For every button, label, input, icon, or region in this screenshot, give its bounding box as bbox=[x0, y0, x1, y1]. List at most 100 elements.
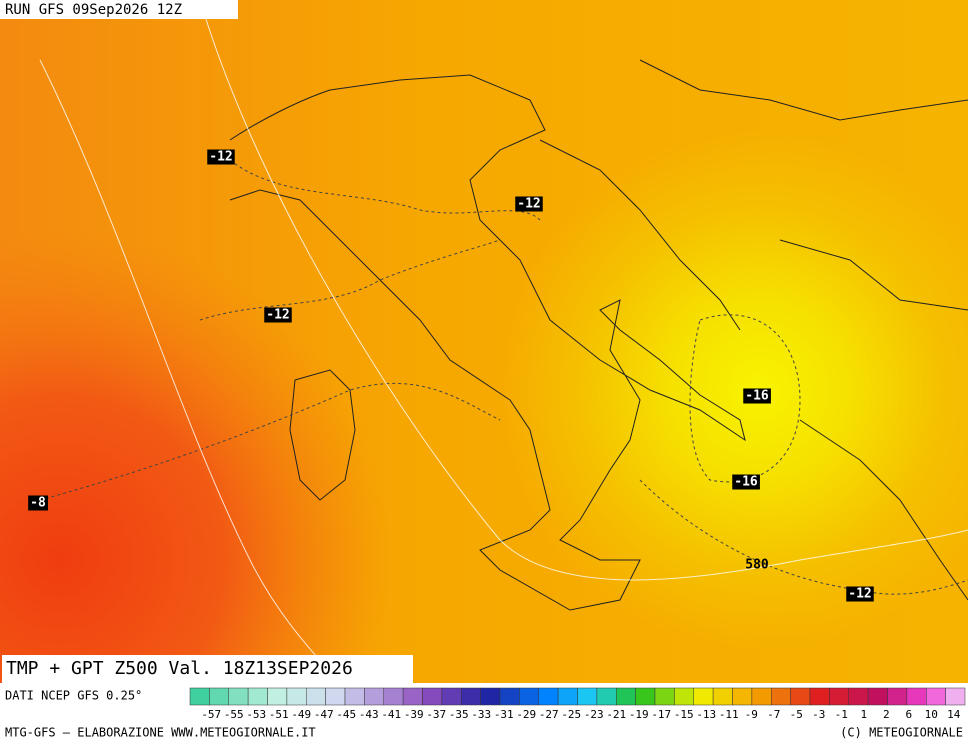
colorbar-label: 6 bbox=[905, 708, 912, 721]
colorbar-swatch bbox=[461, 687, 481, 706]
coastlines bbox=[229, 59, 968, 611]
colorbar-swatch bbox=[538, 687, 559, 706]
colorbar-label: 14 bbox=[947, 708, 961, 721]
colorbar-label: -35 bbox=[449, 708, 469, 721]
colorbar-label: -5 bbox=[790, 708, 803, 721]
colorbar-swatch bbox=[402, 687, 423, 706]
colorbar-swatch bbox=[383, 687, 404, 706]
contour-label: -16 bbox=[745, 389, 769, 404]
credit-right: (C) METEOGIORNALE bbox=[840, 726, 963, 740]
cold-region bbox=[0, 0, 968, 683]
colorbar-label: -41 bbox=[381, 708, 401, 721]
isotherms bbox=[39, 159, 968, 595]
colorbar-swatch bbox=[228, 687, 249, 706]
colorbar-label: -11 bbox=[719, 708, 739, 721]
source-label: DATI NCEP GFS 0.25° bbox=[5, 689, 142, 703]
contour-label-box bbox=[732, 474, 760, 490]
colorbar-swatch bbox=[887, 687, 908, 706]
colorbar-swatch bbox=[247, 687, 268, 706]
colorbar-label: -47 bbox=[314, 708, 334, 721]
colorbar-label: -37 bbox=[426, 708, 446, 721]
colorbar-swatch bbox=[790, 687, 811, 706]
colorbar-label: -33 bbox=[471, 708, 491, 721]
colorbar-swatch bbox=[499, 687, 520, 706]
colorbar-label: -39 bbox=[404, 708, 424, 721]
colorbar-label: -1 bbox=[835, 708, 848, 721]
colorbar-swatch bbox=[557, 687, 578, 706]
run-box bbox=[0, 0, 238, 19]
colorbar-swatch bbox=[674, 687, 694, 706]
colorbar-swatch bbox=[926, 687, 946, 706]
colorbar-label: -15 bbox=[674, 708, 694, 721]
colorbar-label: 1 bbox=[860, 708, 867, 721]
colorbar-swatch bbox=[209, 687, 229, 706]
colorbar-label: -21 bbox=[606, 708, 626, 721]
colorbar-swatch bbox=[480, 687, 501, 706]
colorbar-swatch bbox=[809, 687, 830, 706]
colorbar-label: -53 bbox=[246, 708, 266, 721]
colorbar-swatch bbox=[596, 687, 617, 706]
colorbar-label: -23 bbox=[584, 708, 604, 721]
colorbar-swatch bbox=[422, 687, 443, 706]
contour-label-box bbox=[846, 586, 874, 602]
colorbar-swatch bbox=[654, 687, 675, 706]
colorbar-swatch bbox=[848, 687, 869, 706]
colorbar-swatch bbox=[441, 687, 462, 706]
colorbar-swatch bbox=[577, 687, 598, 706]
colorbar-swatch bbox=[751, 687, 772, 706]
colorbar-label: -49 bbox=[291, 708, 311, 721]
colorbar-label: 10 bbox=[925, 708, 938, 721]
colorbar-label: -13 bbox=[696, 708, 716, 721]
contour-label-box bbox=[743, 388, 771, 404]
colorbar-swatch bbox=[829, 687, 849, 706]
colorbar-swatch bbox=[771, 687, 791, 706]
colorbar-swatch bbox=[519, 687, 539, 706]
colorbar-label: -3 bbox=[812, 708, 825, 721]
contour-label-box bbox=[515, 196, 543, 212]
contour-label-box bbox=[264, 307, 292, 323]
colorbar: -57 -55 -53 -51 -49 -47 -45 -43 -41 -39 -37 -35 -33-… bbox=[189, 687, 966, 721]
colorbar-label: -19 bbox=[629, 708, 649, 721]
colorbar-swatch bbox=[616, 687, 636, 706]
contour-label: 580 bbox=[745, 558, 769, 573]
colorbar-swatch bbox=[267, 687, 288, 706]
colorbar-label: -29 bbox=[516, 708, 536, 721]
colorbar-swatch bbox=[693, 687, 714, 706]
contour-label-box bbox=[207, 149, 235, 165]
colorbar-label: -55 bbox=[224, 708, 244, 721]
colorbar-swatch bbox=[364, 687, 384, 706]
colorbar-label: -57 bbox=[201, 708, 221, 721]
colorbar-label: -43 bbox=[359, 708, 379, 721]
colorbar-swatch bbox=[325, 687, 346, 706]
contour-label: -12 bbox=[848, 587, 871, 602]
colorbar-label: -45 bbox=[336, 708, 356, 721]
colorbar-swatch bbox=[945, 687, 966, 706]
colorbar-swatch bbox=[867, 687, 888, 706]
colorbar-label: 2 bbox=[883, 708, 890, 721]
contour-label: -8 bbox=[30, 496, 46, 511]
colorbar-swatch bbox=[189, 687, 210, 706]
colorbar-label: -51 bbox=[269, 708, 289, 721]
colorbar-swatch bbox=[344, 687, 365, 706]
colorbar-swatch bbox=[732, 687, 753, 706]
colorbar-label: -25 bbox=[561, 708, 581, 721]
contour-label-box bbox=[28, 495, 48, 511]
colorbar-label: -7 bbox=[767, 708, 780, 721]
credit-left: MTG-GFS – ELABORAZIONE WWW.METEOGIORNALE… bbox=[5, 726, 316, 740]
run-label: RUN GFS 09Sep2026 12Z bbox=[5, 2, 182, 18]
contour-label: -12 bbox=[517, 197, 540, 212]
colorbar-label: -9 bbox=[745, 708, 758, 721]
colorbar-swatch bbox=[635, 687, 656, 706]
contour-label: -12 bbox=[266, 308, 289, 323]
colorbar-swatch bbox=[306, 687, 326, 706]
colorbar-label: -27 bbox=[539, 708, 559, 721]
map-title: TMP + GPT Z500 Val. 18Z13SEP2026 bbox=[6, 658, 353, 679]
title-box bbox=[2, 655, 413, 684]
contour-label: -12 bbox=[209, 150, 232, 165]
colorbar-swatch bbox=[286, 687, 307, 706]
geopotential-lines bbox=[39, 0, 968, 684]
colorbar-swatch bbox=[906, 687, 927, 706]
colorbar-label: -17 bbox=[651, 708, 671, 721]
